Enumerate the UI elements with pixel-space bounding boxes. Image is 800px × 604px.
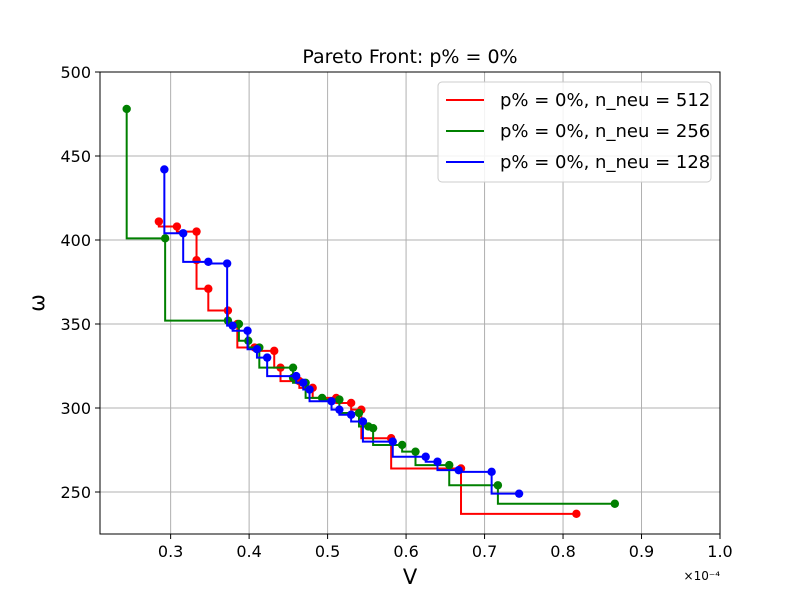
data-point <box>262 353 272 362</box>
data-point <box>487 467 496 477</box>
legend: p% = 0%, n_neu = 512 p% = 0%, n_neu = 256… <box>437 81 712 183</box>
x-axis-scale-label: ×10⁻⁴ <box>684 569 721 583</box>
data-point <box>335 395 344 404</box>
y-tick-label: 500 <box>60 63 91 82</box>
data-point <box>122 104 131 114</box>
x-axis-label: V <box>403 565 418 589</box>
y-tick-label: 400 <box>60 231 91 250</box>
data-point <box>222 259 232 268</box>
data-point <box>204 257 213 267</box>
data-point <box>610 499 620 508</box>
data-point <box>368 423 378 433</box>
plot-frame <box>99 71 721 535</box>
data-point <box>270 346 279 356</box>
legend-label: p% = 0%, n_neu = 512 <box>500 90 710 111</box>
x-tick-label: 0.3 <box>158 542 183 561</box>
chart-title: Pareto Front: p% = 0% <box>302 46 517 68</box>
data-point <box>228 321 237 330</box>
series-layer <box>122 104 620 519</box>
data-point <box>317 393 327 403</box>
data-point <box>493 481 503 490</box>
y-tick-label: 300 <box>60 399 91 418</box>
data-point <box>388 437 397 446</box>
data-point <box>335 405 344 414</box>
data-point <box>192 255 201 265</box>
data-point <box>172 222 182 231</box>
data-point <box>160 165 169 174</box>
data-point <box>305 385 314 394</box>
data-point <box>421 452 430 461</box>
data-point <box>358 417 368 426</box>
data-point <box>411 447 420 456</box>
data-point <box>154 217 164 226</box>
data-point <box>397 440 407 450</box>
x-tick-label: 0.9 <box>629 542 654 561</box>
series-group <box>160 165 524 498</box>
data-point <box>192 227 201 236</box>
data-point <box>252 345 262 354</box>
data-point <box>354 408 364 418</box>
legend-label: p% = 0%, n_neu = 256 <box>500 121 710 142</box>
data-point <box>288 363 298 372</box>
x-tick-label: 0.5 <box>315 542 340 561</box>
data-point <box>454 465 463 475</box>
data-point <box>292 371 301 381</box>
data-point <box>445 460 454 470</box>
data-point <box>204 284 213 293</box>
data-point <box>160 234 170 243</box>
series-group <box>154 217 581 519</box>
data-point <box>346 398 356 408</box>
legend-label: p% = 0%, n_neu = 128 <box>500 152 710 173</box>
y-tick-label: 350 <box>60 315 91 334</box>
series-step-line <box>157 221 577 515</box>
x-tick-label: 0.8 <box>550 542 575 561</box>
series-step-line <box>163 169 520 495</box>
y-tick-label: 450 <box>60 147 91 166</box>
x-tick-label: 0.7 <box>472 542 497 561</box>
data-point <box>243 326 252 335</box>
data-point <box>433 457 442 466</box>
data-point <box>299 378 308 387</box>
y-axis-label: ω <box>25 294 49 312</box>
data-point <box>178 229 188 238</box>
x-tick-label: 0.4 <box>236 542 261 561</box>
legend-box <box>437 81 712 183</box>
data-point <box>572 509 581 519</box>
x-tick-label: 0.6 <box>393 542 418 561</box>
y-tick-label: 250 <box>60 483 91 502</box>
ticks: 0.3 0.4 0.5 0.6 0.7 0.8 0.9 1.0 250 300 350 400 450 5… <box>60 63 732 561</box>
data-point <box>346 410 356 419</box>
data-point <box>514 489 524 498</box>
x-tick-label: 1.0 <box>707 542 732 561</box>
data-point <box>327 397 336 406</box>
